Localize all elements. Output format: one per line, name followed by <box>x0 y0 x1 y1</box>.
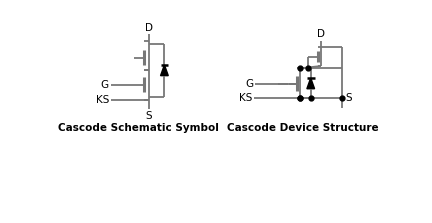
Text: KS: KS <box>95 95 109 105</box>
Text: Cascode Device Structure: Cascode Device Structure <box>227 123 379 133</box>
Text: S: S <box>146 111 152 121</box>
Text: D: D <box>317 29 325 39</box>
Text: G: G <box>246 79 254 89</box>
Text: G: G <box>101 80 109 89</box>
Polygon shape <box>307 78 314 89</box>
Text: KS: KS <box>239 93 252 103</box>
Text: D: D <box>145 23 153 33</box>
Text: S: S <box>345 93 352 103</box>
Polygon shape <box>161 65 168 76</box>
Text: Cascode Schematic Symbol: Cascode Schematic Symbol <box>58 123 219 133</box>
